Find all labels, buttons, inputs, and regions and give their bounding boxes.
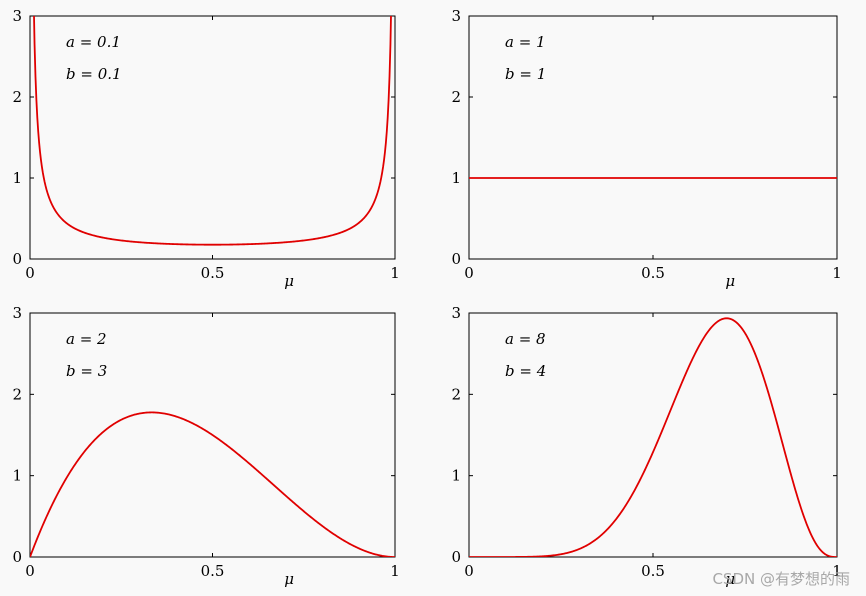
beta-density-curve <box>33 16 392 246</box>
y-tick-label: 3 <box>12 304 22 322</box>
y-tick-label: 2 <box>451 385 461 403</box>
y-tick-label: 3 <box>451 304 461 322</box>
x-tick-label: 1 <box>390 264 400 282</box>
y-tick-label: 0 <box>12 250 22 268</box>
y-tick-label: 0 <box>451 548 461 566</box>
beta-panel-1: 0 1 2 3 0 0.5 1 μ a = 0.1 b = 0.1 <box>12 7 400 290</box>
x-tick-label: 0 <box>25 562 35 580</box>
y-tick-label: 3 <box>451 7 461 25</box>
param-annotation: b = 0.1 <box>66 65 122 83</box>
watermark-text: CSDN @有梦想的雨 <box>712 570 850 588</box>
x-tick-label: 0.5 <box>201 264 225 282</box>
param-annotation: a = 8 <box>505 330 546 348</box>
param-annotation: a = 0.1 <box>66 33 121 51</box>
y-tick-label: 2 <box>12 385 22 403</box>
x-tick-label: 0.5 <box>641 562 665 580</box>
param-annotation: b = 1 <box>505 65 546 83</box>
plot-frame <box>29 15 396 260</box>
x-axis-label: μ <box>725 272 735 290</box>
param-annotation: b = 3 <box>66 362 107 380</box>
beta-density-curve <box>30 411 395 557</box>
plot-frame <box>468 312 838 558</box>
x-tick-label: 0 <box>25 264 35 282</box>
y-tick-label: 0 <box>451 250 461 268</box>
x-tick-label: 1 <box>390 562 400 580</box>
x-tick-label: 0.5 <box>641 264 665 282</box>
beta-density-curve <box>469 317 837 557</box>
param-annotation: a = 1 <box>505 33 546 51</box>
y-tick-label: 3 <box>12 7 22 25</box>
y-tick-label: 1 <box>451 169 461 187</box>
y-tick-label: 1 <box>12 467 22 485</box>
x-tick-label: 0 <box>464 562 474 580</box>
x-axis-label: μ <box>284 570 294 588</box>
x-axis-label: μ <box>725 570 735 588</box>
y-tick-label: 1 <box>451 467 461 485</box>
param-annotation: b = 4 <box>505 362 546 380</box>
param-annotation: a = 2 <box>66 330 107 348</box>
x-tick-label: 0 <box>464 264 474 282</box>
x-tick-label: 1 <box>832 264 842 282</box>
y-tick-label: 2 <box>451 88 461 106</box>
beta-panel-3: 0 1 2 3 0 0.5 1 μ a = 2 b = 3 <box>12 304 399 588</box>
y-tick-label: 1 <box>12 169 22 187</box>
beta-panel-4: 0 1 2 3 0 0.5 1 μ a = 8 b = 4 <box>451 304 841 588</box>
x-axis-label: μ <box>284 272 294 290</box>
x-tick-label: 0.5 <box>201 562 225 580</box>
y-tick-label: 0 <box>12 548 22 566</box>
plot-frame <box>468 15 838 260</box>
beta-panel-2: 0 1 2 3 0 0.5 1 μ a = 1 b = 1 <box>451 7 841 290</box>
y-tick-label: 2 <box>12 88 22 106</box>
x-tick-label: 1 <box>832 562 842 580</box>
